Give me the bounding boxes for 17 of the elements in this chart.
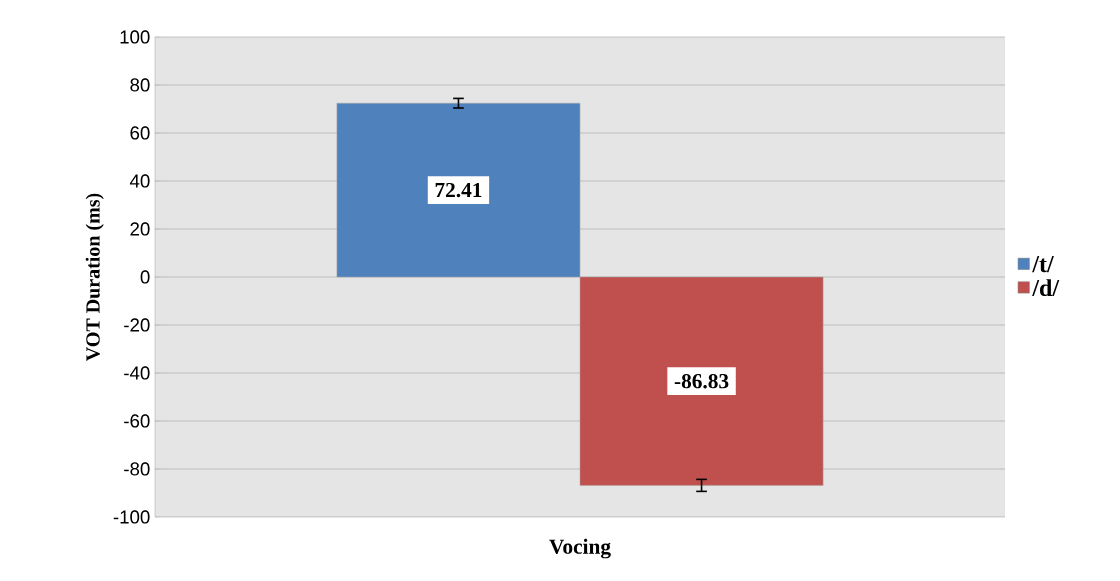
legend-label: /d/: [1032, 279, 1060, 297]
y-tick-label: -80: [124, 462, 150, 476]
y-tick-label: 20: [130, 222, 150, 236]
y-tick-label: 80: [130, 78, 150, 92]
y-tick-label: -100: [113, 510, 150, 524]
data-label: -86.83: [674, 373, 729, 389]
y-tick-label: 40: [129, 174, 150, 188]
data-label: 72.41: [435, 182, 482, 198]
legend-label: /t/: [1032, 256, 1054, 273]
y-axis-title: VOT Duration (ms): [85, 193, 104, 361]
y-tick-label: -60: [124, 414, 150, 428]
x-axis-title: Vocing: [549, 538, 611, 559]
y-tick-label: 60: [130, 126, 150, 140]
y-tick-label: -40: [124, 366, 150, 380]
y-tick-label: 100: [120, 30, 150, 44]
y-tick-label: -20: [124, 318, 150, 332]
y-tick-label: 0: [140, 270, 150, 284]
